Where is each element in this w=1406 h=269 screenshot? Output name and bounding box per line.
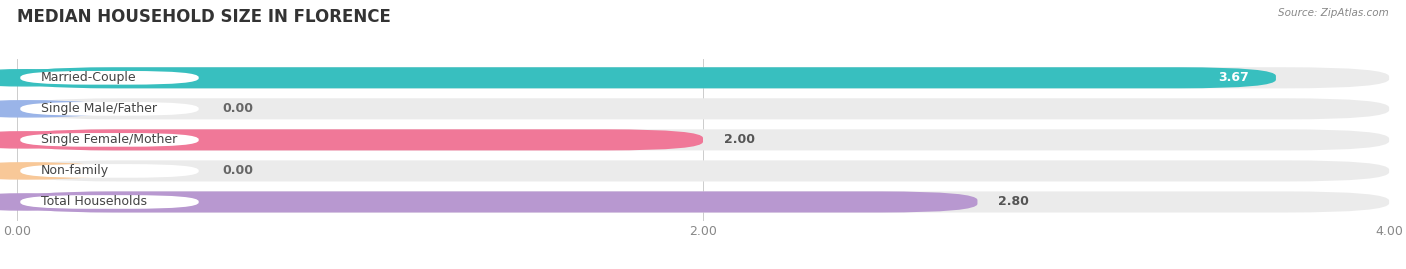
FancyBboxPatch shape bbox=[20, 102, 198, 116]
FancyBboxPatch shape bbox=[17, 67, 1389, 88]
FancyBboxPatch shape bbox=[20, 164, 198, 178]
Text: Non-family: Non-family bbox=[41, 164, 110, 178]
Text: 2.00: 2.00 bbox=[724, 133, 755, 146]
Circle shape bbox=[0, 70, 117, 86]
FancyBboxPatch shape bbox=[20, 71, 198, 85]
FancyBboxPatch shape bbox=[20, 133, 198, 147]
FancyBboxPatch shape bbox=[20, 195, 198, 209]
Text: 3.67: 3.67 bbox=[1218, 71, 1249, 84]
Text: Single Male/Father: Single Male/Father bbox=[41, 102, 157, 115]
Text: 0.00: 0.00 bbox=[222, 164, 253, 178]
Text: MEDIAN HOUSEHOLD SIZE IN FLORENCE: MEDIAN HOUSEHOLD SIZE IN FLORENCE bbox=[17, 8, 391, 26]
FancyBboxPatch shape bbox=[17, 67, 1275, 88]
Text: Single Female/Mother: Single Female/Mother bbox=[41, 133, 177, 146]
Circle shape bbox=[0, 132, 117, 148]
FancyBboxPatch shape bbox=[17, 129, 1389, 150]
FancyBboxPatch shape bbox=[17, 160, 1389, 182]
FancyBboxPatch shape bbox=[17, 98, 1389, 119]
Text: 2.80: 2.80 bbox=[998, 196, 1029, 208]
Text: 0.00: 0.00 bbox=[222, 102, 253, 115]
Circle shape bbox=[0, 163, 117, 179]
Circle shape bbox=[0, 101, 117, 117]
Text: Married-Couple: Married-Couple bbox=[41, 71, 136, 84]
Text: Source: ZipAtlas.com: Source: ZipAtlas.com bbox=[1278, 8, 1389, 18]
FancyBboxPatch shape bbox=[17, 192, 1389, 213]
Text: Total Households: Total Households bbox=[41, 196, 146, 208]
FancyBboxPatch shape bbox=[17, 192, 977, 213]
FancyBboxPatch shape bbox=[17, 129, 703, 150]
Circle shape bbox=[0, 194, 117, 210]
